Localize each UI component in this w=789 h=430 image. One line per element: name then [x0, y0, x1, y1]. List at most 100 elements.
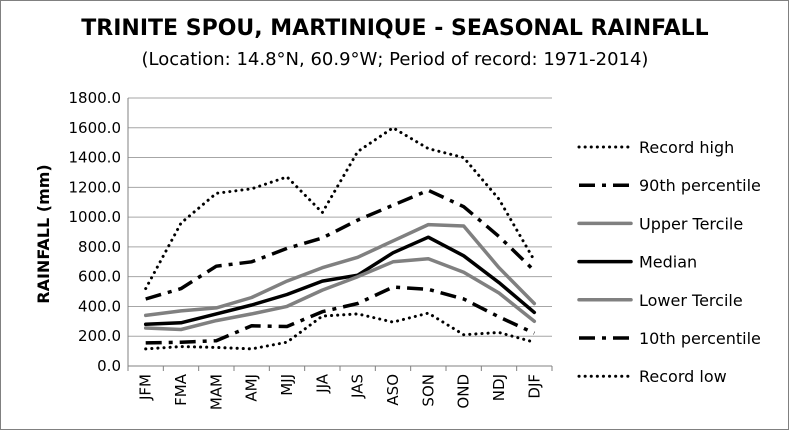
- legend-item: 90th percentile: [579, 176, 761, 195]
- chart-title: TRINITE SPOU, MARTINIQUE - SEASONAL RAIN…: [81, 16, 708, 41]
- data-point: [392, 251, 395, 254]
- data-point: [462, 333, 465, 336]
- data-point: [533, 341, 536, 344]
- y-tick-label: 600.0: [78, 268, 121, 286]
- series-lower-tercile: [143, 257, 537, 332]
- legend-label: Record low: [639, 367, 727, 386]
- data-point: [427, 236, 430, 239]
- data-point: [427, 312, 430, 315]
- legend-item: Upper Tercile: [577, 214, 743, 233]
- data-point: [250, 303, 253, 306]
- series-line: [143, 222, 537, 318]
- data-point: [144, 314, 147, 317]
- data-point: [356, 312, 359, 315]
- data-point: [250, 324, 253, 327]
- data-point: [144, 298, 147, 301]
- data-point: [498, 315, 501, 318]
- data-point: [392, 286, 395, 289]
- data-point: [533, 311, 536, 314]
- data-point: [180, 222, 183, 225]
- series-upper-tercile: [143, 222, 537, 318]
- data-point: [356, 256, 359, 259]
- data-point: [180, 287, 183, 290]
- data-point: [462, 254, 465, 257]
- data-point: [321, 236, 324, 239]
- legend: Record high 90th percentile Upper Tercile M…: [577, 138, 761, 386]
- data-point: [250, 187, 253, 190]
- legend-label: Median: [639, 253, 697, 272]
- y-tick-label: 0.0: [97, 357, 121, 375]
- y-tick-label: 1800.0: [69, 89, 122, 107]
- data-point: [144, 341, 147, 344]
- data-point: [321, 280, 324, 283]
- data-point: [250, 296, 253, 299]
- y-tick-labels: 0.0 200.0 400.0 600.0 800.0 1000.0 1200.0 1400.…: [69, 89, 122, 375]
- series-line: [144, 311, 536, 351]
- x-tick-label: OND: [455, 374, 473, 409]
- data-point: [392, 204, 395, 207]
- data-point: [392, 126, 395, 129]
- data-point: [144, 327, 147, 330]
- x-tick-label: AMJ: [243, 374, 261, 402]
- series-line: [145, 188, 536, 301]
- data-point: [392, 239, 395, 242]
- data-point: [498, 292, 501, 295]
- gridlines: [128, 97, 552, 337]
- data-point: [427, 223, 430, 226]
- data-point: [533, 302, 536, 305]
- data-point: [321, 289, 324, 292]
- x-tick-label: JFM: [137, 374, 155, 401]
- x-tick-labels: JFM FMA MAM AMJ MJJ JJA JAS ASO SON OND NDJ DJF: [137, 373, 544, 410]
- data-point: [144, 347, 147, 350]
- data-point: [250, 347, 253, 350]
- data-point: [427, 147, 430, 150]
- data-point: [180, 328, 183, 331]
- data-point: [533, 320, 536, 323]
- data-point: [286, 293, 289, 296]
- data-point: [286, 175, 289, 178]
- chart-subtitle: (Location: 14.8°N, 60.9°W; Period of rec…: [142, 49, 649, 70]
- data-point: [427, 257, 430, 260]
- x-tick-label: ASO: [384, 374, 402, 406]
- legend-item: 10th percentile: [579, 329, 761, 348]
- data-point: [215, 192, 218, 195]
- data-point: [286, 325, 289, 328]
- y-tick-label: 400.0: [78, 297, 121, 315]
- data-point: [215, 312, 218, 315]
- x-tick-label: JJA: [313, 373, 331, 394]
- legend-label: Record high: [639, 138, 734, 157]
- data-point: [427, 288, 430, 291]
- data-point: [392, 321, 395, 324]
- y-tick-label: 1400.0: [69, 149, 122, 167]
- data-point: [356, 302, 359, 305]
- data-point: [498, 281, 501, 284]
- legend-item: Median: [577, 253, 697, 272]
- series-90th-percentile: [144, 188, 536, 301]
- data-point: [462, 271, 465, 274]
- axes: [127, 98, 553, 371]
- data-point: [286, 280, 289, 283]
- x-tick-label: MJJ: [278, 374, 296, 396]
- data-point: [392, 260, 395, 263]
- x-tick-label: NDJ: [490, 374, 508, 401]
- data-point: [180, 309, 183, 312]
- data-point: [180, 341, 183, 344]
- series-lines: [143, 126, 537, 351]
- x-tick-label: FMA: [172, 373, 190, 406]
- data-point: [144, 323, 147, 326]
- series-record-low: [144, 311, 536, 351]
- x-tick-label: DJF: [525, 374, 543, 399]
- data-point: [462, 156, 465, 159]
- x-tick-label: MAM: [207, 374, 225, 410]
- series-line: [143, 257, 537, 332]
- data-point: [356, 275, 359, 278]
- legend-item: Record high: [577, 138, 734, 157]
- y-tick-label: 200.0: [78, 327, 121, 345]
- data-point: [462, 298, 465, 301]
- legend-label: Lower Tercile: [639, 291, 743, 310]
- data-point: [462, 225, 465, 228]
- data-point: [321, 310, 324, 313]
- y-tick-label: 1600.0: [69, 119, 122, 137]
- data-point: [215, 346, 218, 349]
